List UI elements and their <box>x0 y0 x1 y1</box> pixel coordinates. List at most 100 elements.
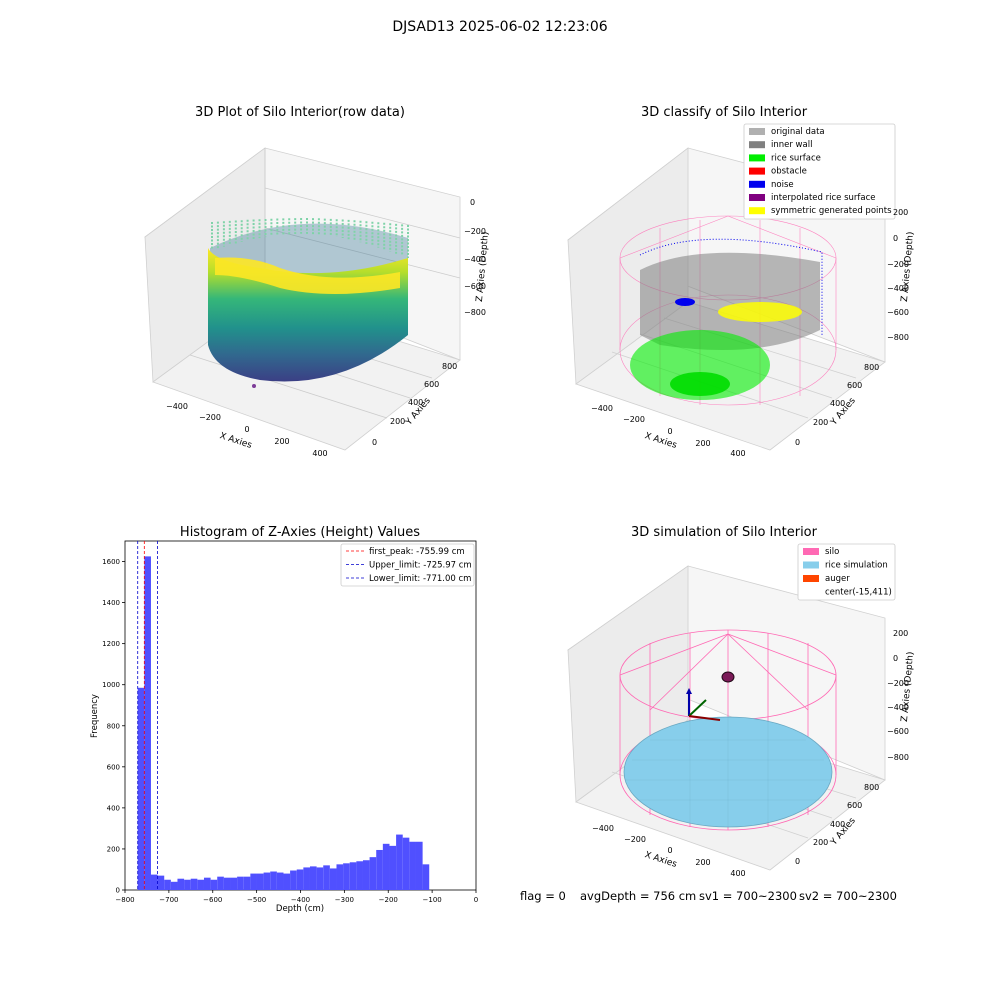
raw-3d-z-ticks: 0 −200 −400 −600 −800 <box>464 198 486 317</box>
raw-3d-ytick: 600 <box>424 380 439 389</box>
histogram-bar <box>356 861 363 890</box>
legend-label: center(-15,411) <box>825 588 892 598</box>
legend-swatch <box>749 128 765 135</box>
classify-3d-ytick: 600 <box>847 381 862 390</box>
simulation-3d-ztick: −400 <box>887 703 909 712</box>
legend-swatch <box>803 548 819 555</box>
legend-label: noise <box>771 180 794 190</box>
histogram-bar <box>303 867 310 890</box>
classify-3d-ztick: 0 <box>893 234 898 243</box>
simulation-3d-x-ticks: −400 −200 0 200 400 <box>592 824 746 878</box>
raw-3d-ztick: 0 <box>470 198 475 207</box>
histogram-bar <box>415 841 423 890</box>
simulation-3d-rice-surface <box>623 716 833 828</box>
simulation-3d-ztick: −800 <box>887 753 909 762</box>
histogram-bar <box>336 864 344 890</box>
histogram-bar <box>343 863 350 890</box>
histogram-ytick-label: 400 <box>107 804 120 812</box>
histogram-bar <box>243 876 251 890</box>
legend-swatch <box>749 180 765 188</box>
histogram-bar <box>170 881 178 890</box>
histogram-legend-label: Upper_limit: -725.97 cm <box>369 561 472 571</box>
legend-label: rice surface <box>771 153 821 163</box>
panel-simulation-3d: 3D simulation of Silo Interior <box>567 525 916 878</box>
legend-swatch <box>803 561 819 569</box>
raw-3d-ytick: 200 <box>390 417 405 426</box>
avg-depth-readout: avgDepth = 756 cm <box>580 889 696 903</box>
simulation-3d-ytick: 400 <box>830 820 845 829</box>
simulation-3d-legend: silo rice simulation auger center(-15,411) <box>797 543 896 601</box>
panel-classify-3d: 3D classify of Silo Interior <box>567 105 916 458</box>
classify-3d-point-classes <box>630 238 823 400</box>
histogram-ytick-label: 1400 <box>102 599 120 607</box>
histogram-xtick-label: −400 <box>291 896 310 904</box>
histogram-x-ticks: −800 −700 −600 −500 −400 −300 −200 −100 0 <box>115 890 478 904</box>
simulation-3d-ztick: 0 <box>893 654 898 663</box>
simulation-3d-ztick: −200 <box>887 679 909 688</box>
center-y-axis-arrow <box>688 699 707 717</box>
histogram-y-ticks: 0 200 400 600 800 1000 1200 1400 1600 <box>102 558 125 895</box>
simulation-3d-ytick: 200 <box>813 838 828 847</box>
histogram-bar <box>283 873 291 890</box>
histogram-bar <box>256 873 264 890</box>
raw-3d-rice-band <box>215 257 400 294</box>
legend-label: original data <box>771 127 825 137</box>
histogram-xlabel: Depth (cm) <box>276 904 324 914</box>
classify-3d-zlabel: Z Axies (Depth) <box>900 231 916 302</box>
legend-swatch <box>803 575 819 582</box>
raw-3d-zlabel: Z Axies (Depth) <box>475 231 491 302</box>
legend-frame <box>743 123 896 220</box>
histogram-xtick-label: −500 <box>247 896 266 904</box>
classify-3d-ytick: 200 <box>813 418 828 427</box>
histogram-xtick-label: −100 <box>423 896 442 904</box>
histogram-bar <box>382 843 390 890</box>
legend-frame <box>797 543 896 601</box>
classify-3d-xtick: 0 <box>667 427 672 436</box>
raw-3d-x-ticks: −400 −200 0 200 400 <box>166 402 328 458</box>
classify-3d-xtick: −200 <box>623 415 645 424</box>
histogram-bar <box>230 877 238 890</box>
histogram-bar <box>376 849 383 890</box>
classify-3d-xlabel: X Axies <box>643 431 678 451</box>
histogram-bar <box>184 879 191 890</box>
simulation-3d-center-axes <box>686 688 721 721</box>
histogram-bar <box>296 869 304 890</box>
histogram-bar <box>409 841 416 890</box>
histogram-xtick-label: −800 <box>115 896 134 904</box>
histogram-ytick-label: 800 <box>107 722 120 730</box>
legend-label: interpolated rice surface <box>771 193 876 203</box>
classify-3d-y-ticks: 0 200 400 600 800 <box>795 363 879 447</box>
simulation-3d-zlabel: Z Axies (Depth) <box>900 651 916 722</box>
flag-readout: flag = 0 <box>520 889 566 903</box>
histogram-bar <box>223 877 231 890</box>
simulation-3d-ztick: −600 <box>887 727 909 736</box>
classify-3d-ztick: −200 <box>887 260 909 269</box>
histogram-bar <box>137 687 145 890</box>
simulation-3d-z-ticks: 200 0 −200 −400 −600 −800 <box>887 629 909 762</box>
simulation-3d-ytick: 800 <box>864 783 879 792</box>
classify-3d-rice-surface <box>630 330 770 400</box>
legend-label: symmetric generated points <box>771 206 892 216</box>
histogram-legend-label: first_peak: -755.99 cm <box>369 547 465 557</box>
histogram-bar <box>197 879 204 890</box>
histogram-bar <box>396 834 403 890</box>
histogram-bar <box>422 864 430 890</box>
classify-3d-ztick: −800 <box>887 333 909 342</box>
histogram-ytick-label: 0 <box>116 887 120 895</box>
raw-3d-xtick: −200 <box>199 413 221 422</box>
histogram-bar <box>190 878 198 890</box>
simulation-3d-xtick: −400 <box>592 824 614 833</box>
legend-label: silo <box>825 547 839 557</box>
histogram-bar <box>237 876 244 890</box>
raw-3d-ztick: −800 <box>464 308 486 317</box>
histogram-plot-frame <box>124 540 477 891</box>
histogram-xtick-label: −600 <box>203 896 222 904</box>
sv2-readout: sv2 = 700~2300 <box>799 889 897 903</box>
histogram-bar <box>362 860 370 890</box>
classify-3d-xtick: 400 <box>730 449 745 458</box>
figure-suptitle: DJSAD13 2025-06-02 12:23:06 <box>392 19 607 35</box>
simulation-3d-ytick: 600 <box>847 801 862 810</box>
classify-3d-ztick: −600 <box>887 308 909 317</box>
raw-3d-rod-column <box>211 218 409 258</box>
